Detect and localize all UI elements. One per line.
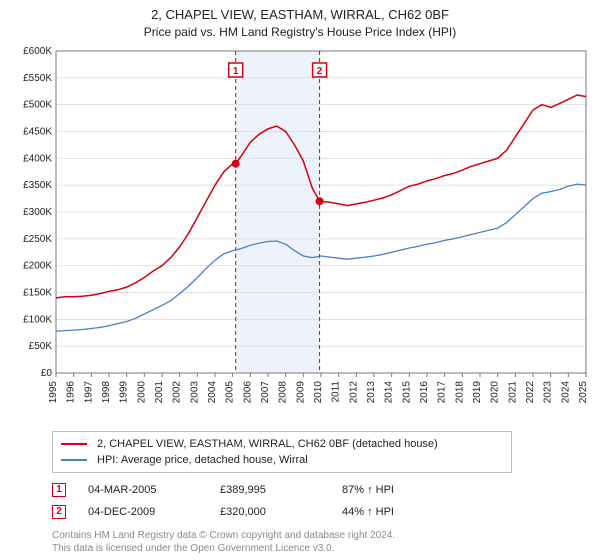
x-tick-label: 2001	[154, 381, 165, 404]
x-tick-label: 2011	[331, 381, 342, 403]
event-marker-dot	[232, 160, 240, 168]
x-tick-label: 2022	[525, 381, 536, 404]
x-tick-label: 2019	[472, 381, 483, 404]
x-tick-label: 2002	[172, 381, 183, 404]
chart-title: 2, CHAPEL VIEW, EASTHAM, WIRRAL, CH62 0B…	[10, 6, 590, 41]
transaction-row: 1 04-MAR-2005 £389,995 87% ↑ HPI	[52, 479, 590, 501]
event-marker-dot	[316, 197, 324, 205]
price-chart: £0 £50K £100K £150K £200K £250K £300K £350K £400…	[10, 47, 590, 427]
x-tick-label: 2009	[295, 381, 306, 404]
legend-item: HPI: Average price, detached house, Wirr…	[61, 452, 503, 468]
y-tick-label: £50K	[29, 341, 53, 352]
x-tick-label: 2020	[490, 381, 501, 404]
legend: 2, CHAPEL VIEW, EASTHAM, WIRRAL, CH62 0B…	[52, 431, 512, 473]
x-tick-label: 2005	[225, 381, 236, 404]
y-tick-label: £400K	[23, 153, 52, 164]
legend-label: HPI: Average price, detached house, Wirr…	[97, 454, 308, 466]
x-tick-label: 2000	[136, 381, 147, 404]
y-tick-label: £0	[41, 368, 53, 379]
transaction-hpi-delta: 87% ↑ HPI	[342, 484, 442, 496]
y-tick-label: £450K	[23, 126, 52, 137]
y-tick-label: £600K	[23, 47, 52, 57]
x-tick-label: 1997	[83, 381, 94, 404]
footer-line1: Contains HM Land Registry data © Crown c…	[52, 529, 590, 543]
footer-attribution: Contains HM Land Registry data © Crown c…	[52, 529, 590, 556]
transaction-marker: 1	[52, 483, 66, 497]
legend-item: 2, CHAPEL VIEW, EASTHAM, WIRRAL, CH62 0B…	[61, 436, 503, 452]
x-tick-label: 2021	[507, 381, 518, 404]
transaction-hpi-delta: 44% ↑ HPI	[342, 506, 442, 518]
transaction-date: 04-DEC-2009	[88, 506, 198, 518]
x-tick-label: 1999	[119, 381, 130, 404]
x-tick-label: 2010	[313, 381, 324, 404]
x-tick-label: 2025	[578, 381, 589, 404]
x-tick-label: 2024	[560, 381, 571, 404]
title-address: 2, CHAPEL VIEW, EASTHAM, WIRRAL, CH62 0B…	[10, 6, 590, 24]
transaction-row: 2 04-DEC-2009 £320,000 44% ↑ HPI	[52, 501, 590, 523]
series-hpi	[56, 184, 586, 331]
transaction-date: 04-MAR-2005	[88, 484, 198, 496]
x-tick-label: 2003	[189, 381, 200, 404]
x-tick-label: 2017	[437, 381, 448, 404]
event-marker-num: 2	[317, 66, 323, 77]
x-tick-label: 1996	[66, 381, 77, 404]
x-tick-label: 2007	[260, 381, 271, 404]
y-tick-label: £250K	[23, 234, 52, 245]
y-tick-label: £200K	[23, 261, 52, 272]
footer-line2: This data is licensed under the Open Gov…	[52, 542, 590, 556]
title-subtitle: Price paid vs. HM Land Registry's House …	[10, 24, 590, 41]
x-tick-label: 2023	[543, 381, 554, 404]
transaction-price: £389,995	[220, 484, 320, 496]
x-tick-label: 2015	[401, 381, 412, 404]
y-tick-label: £550K	[23, 73, 52, 84]
transaction-list: 1 04-MAR-2005 £389,995 87% ↑ HPI 2 04-DEC-200…	[52, 479, 590, 523]
y-tick-label: £500K	[23, 100, 52, 111]
event-marker-num: 1	[233, 66, 239, 77]
transaction-price: £320,000	[220, 506, 320, 518]
x-tick-label: 2013	[366, 381, 377, 404]
legend-swatch	[61, 443, 87, 445]
x-tick-label: 2012	[348, 381, 359, 404]
legend-label: 2, CHAPEL VIEW, EASTHAM, WIRRAL, CH62 0B…	[97, 438, 438, 450]
transaction-marker: 2	[52, 505, 66, 519]
y-tick-label: £100K	[23, 314, 52, 325]
x-tick-label: 2014	[384, 381, 395, 404]
y-tick-label: £350K	[23, 180, 52, 191]
x-tick-label: 2008	[278, 381, 289, 404]
x-tick-label: 1995	[48, 381, 59, 404]
x-tick-label: 2006	[242, 381, 253, 404]
y-tick-label: £300K	[23, 207, 52, 218]
x-tick-label: 2018	[454, 381, 465, 404]
x-tick-label: 2016	[419, 381, 430, 404]
legend-swatch	[61, 459, 87, 461]
series-property	[56, 95, 586, 298]
x-tick-label: 1998	[101, 381, 112, 404]
y-tick-label: £150K	[23, 287, 52, 298]
x-tick-label: 2004	[207, 381, 218, 404]
